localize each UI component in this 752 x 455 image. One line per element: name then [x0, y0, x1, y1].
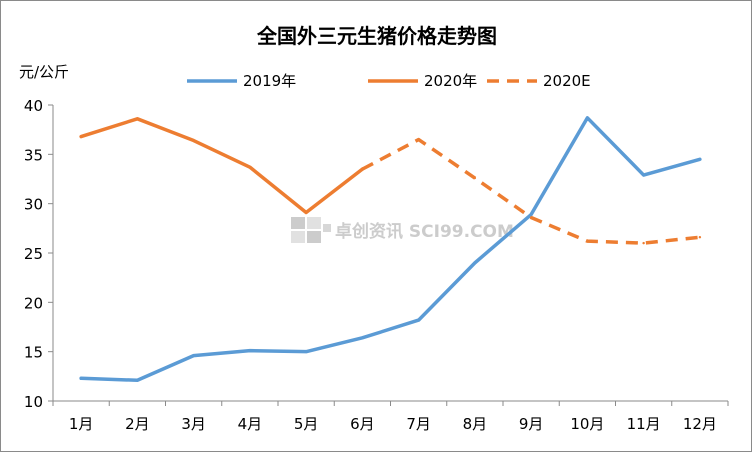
x-tick-label: 8月: [463, 415, 488, 433]
legend: 2019年 2020年 2020E: [187, 72, 591, 90]
legend-label: 2020E: [543, 72, 591, 90]
data-point: [473, 261, 477, 265]
watermark-text: 卓创资讯 SCI99.COM: [335, 221, 514, 242]
data-point: [642, 173, 645, 177]
data-point: [79, 377, 83, 380]
data-point: [361, 336, 364, 340]
data-point: [473, 176, 477, 180]
legend-label: 2019年: [243, 72, 296, 90]
legend-label: 2020年: [424, 72, 477, 90]
data-point: [529, 213, 533, 216]
series-lines: [79, 116, 702, 383]
y-tick-label: 25: [24, 245, 43, 263]
data-point: [192, 139, 195, 142]
x-tick-label: 6月: [350, 415, 375, 433]
x-tick-label: 11月: [627, 415, 661, 433]
watermark: 卓创资讯 SCI99.COM: [291, 217, 514, 243]
data-point: [698, 236, 702, 239]
data-point: [586, 116, 589, 120]
data-point: [361, 167, 364, 171]
series-line-2: [79, 117, 365, 215]
data-point: [192, 354, 195, 357]
data-point: [136, 117, 139, 121]
data-point: [248, 349, 252, 352]
series-line-1: [79, 116, 702, 383]
axes: 10 15 20 25 30 35 40 1月 2月 3月 4月 5月 6月 7月 8月 9月 10月 11月 12…: [24, 97, 729, 433]
x-tick-label: 10月: [570, 415, 604, 433]
y-tick-label: 15: [24, 344, 43, 362]
data-point: [642, 241, 645, 245]
y-axis-label: 元/公斤: [19, 63, 69, 81]
data-point: [304, 350, 308, 353]
data-point: [529, 216, 533, 219]
data-point: [698, 158, 702, 161]
y-tick-label: 30: [24, 196, 43, 214]
data-point: [417, 318, 420, 322]
x-tick-label: 1月: [69, 415, 94, 433]
y-tick-label: 40: [24, 97, 43, 115]
data-point: [79, 135, 83, 138]
x-tick-label: 2月: [125, 415, 150, 433]
x-tick-label: 9月: [519, 415, 544, 433]
x-tick-label: 12月: [683, 415, 717, 433]
data-point: [248, 165, 252, 169]
x-tick-label: 5月: [294, 415, 319, 433]
y-tick-label: 20: [24, 294, 43, 312]
x-tick-label: 4月: [238, 415, 263, 433]
chart-title: 全国外三元生猪价格走势图: [256, 24, 497, 48]
data-point: [586, 239, 589, 243]
x-tick-label: 7月: [406, 415, 431, 433]
y-tick-label: 35: [24, 146, 43, 164]
y-tick-label: 10: [24, 393, 43, 411]
x-tick-label: 3月: [181, 415, 206, 433]
data-point: [417, 138, 420, 141]
data-point: [304, 211, 308, 214]
data-point: [136, 379, 139, 382]
